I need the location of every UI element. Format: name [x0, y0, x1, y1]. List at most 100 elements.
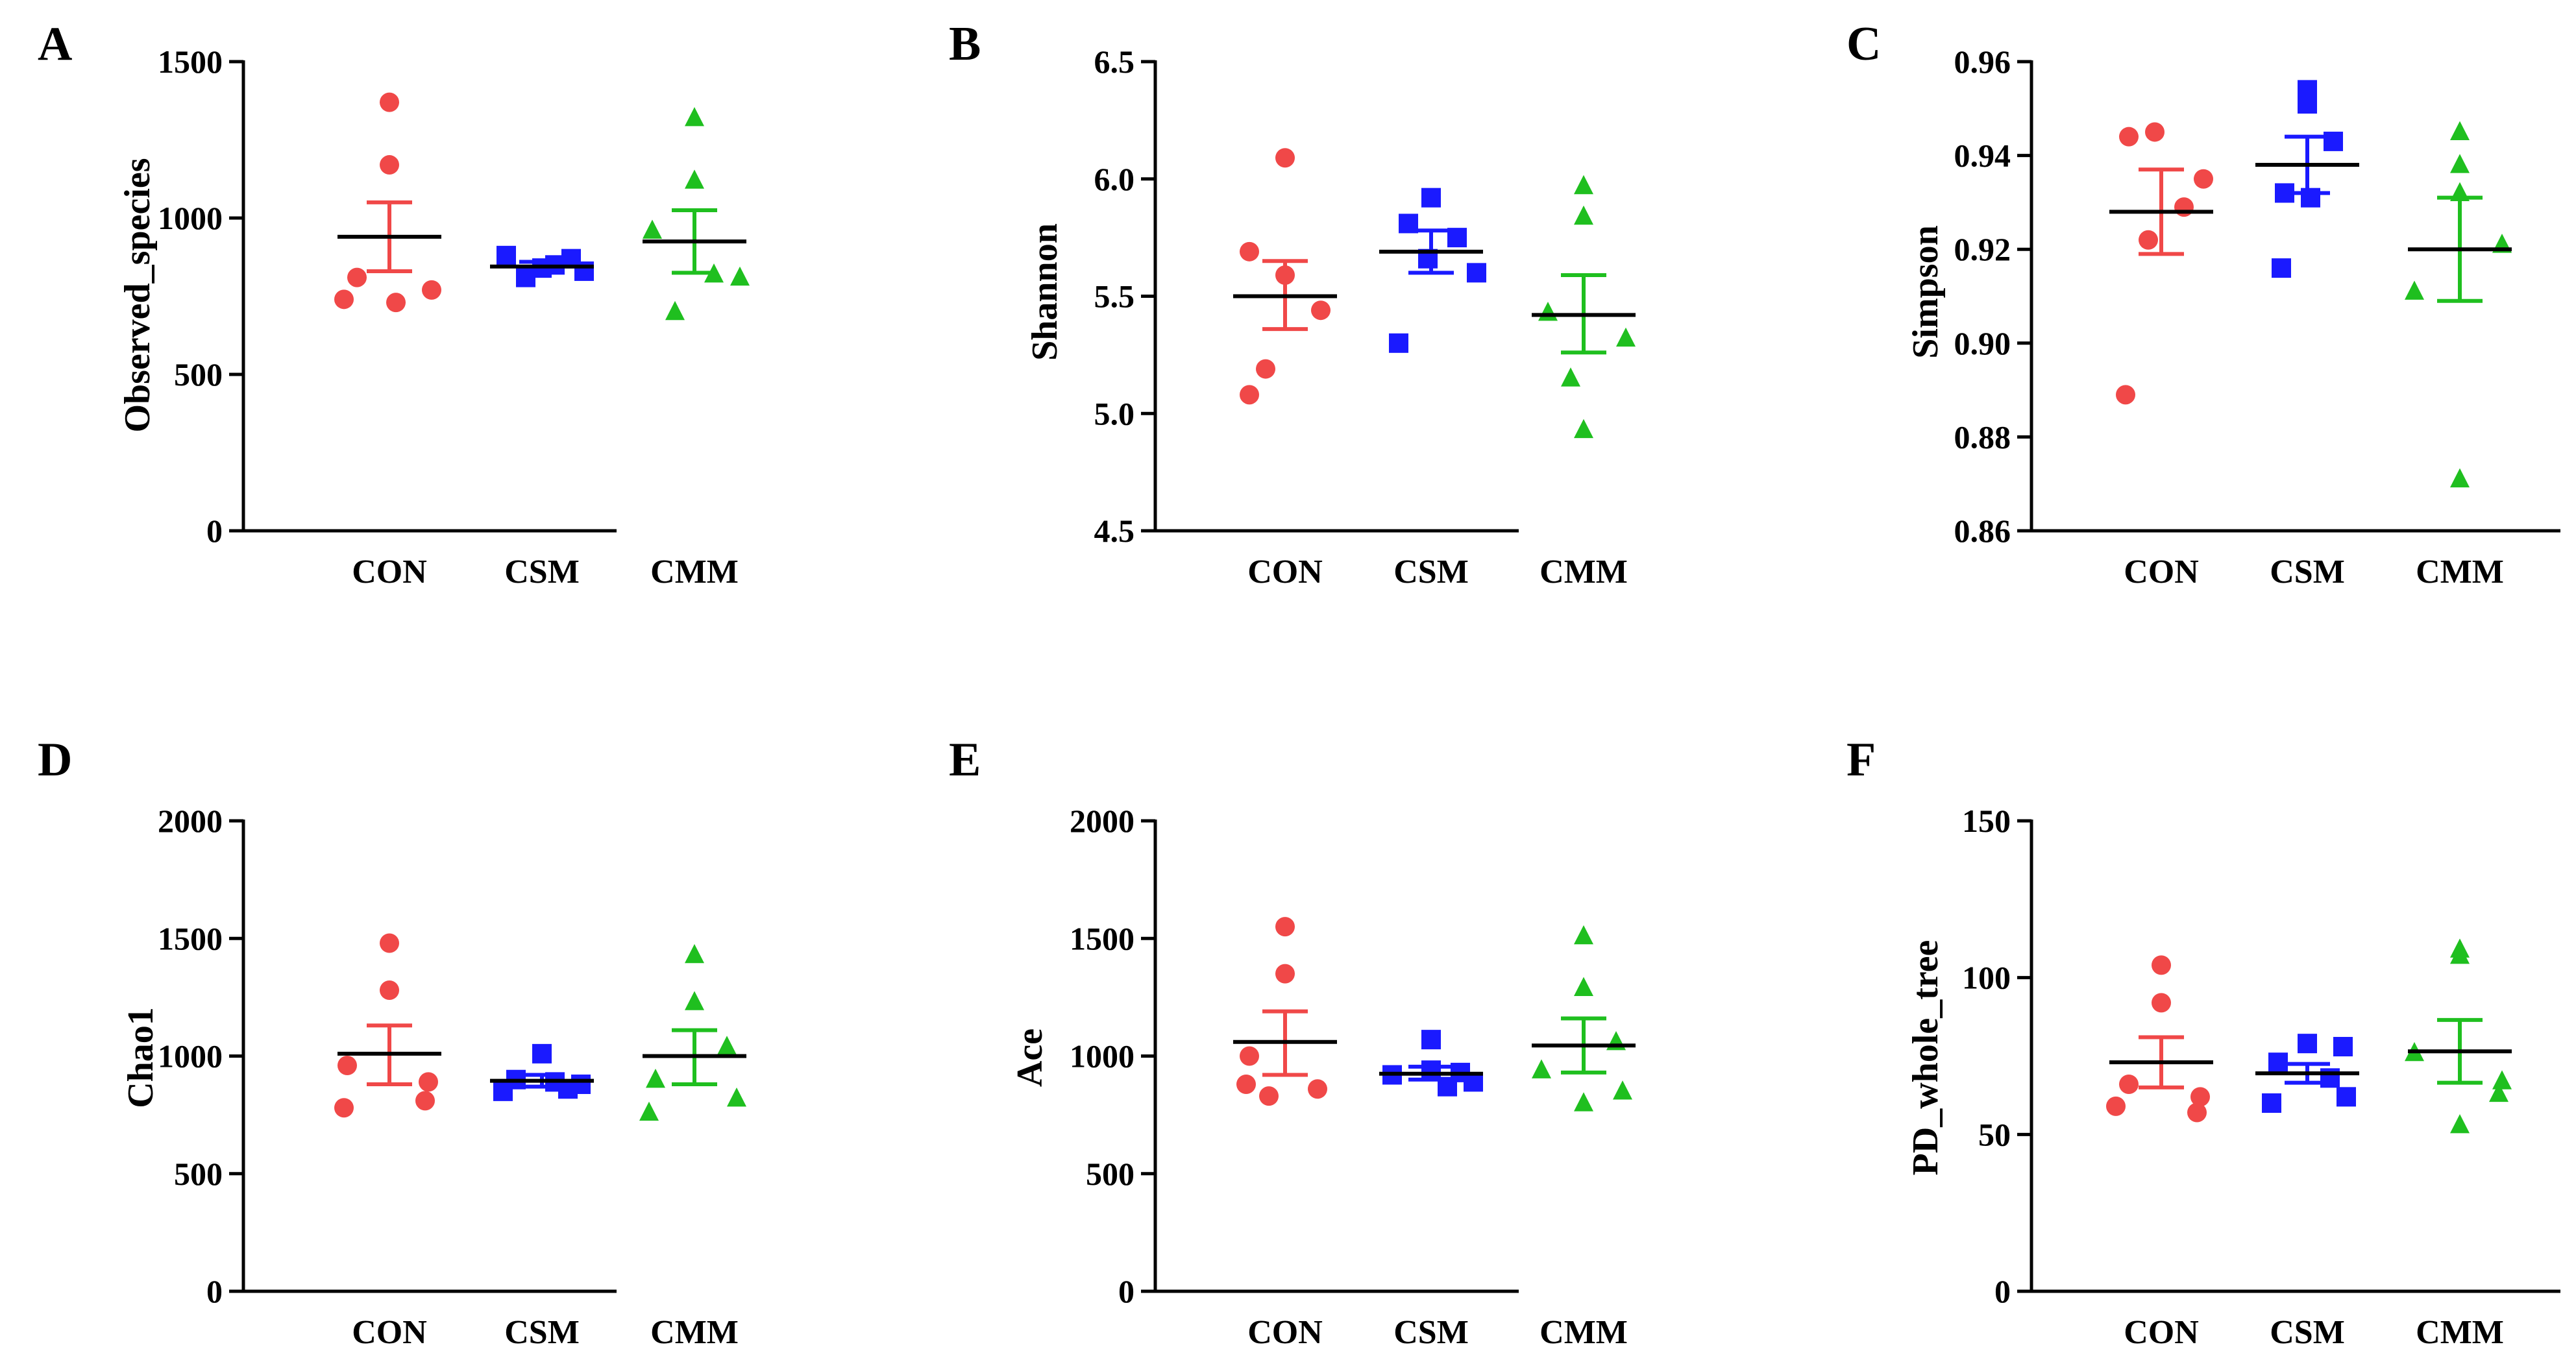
x-tick-label: CON: [352, 1314, 427, 1351]
data-point: [2145, 122, 2165, 142]
series-con: [334, 92, 441, 313]
x-tick-label: CMM: [1539, 553, 1628, 590]
x-tick-label: CON: [352, 553, 427, 590]
data-point: [1389, 333, 1408, 353]
data-point: [2262, 1093, 2281, 1113]
data-point: [1240, 1046, 1259, 1066]
data-point: [1275, 964, 1295, 984]
data-point: [422, 280, 441, 300]
y-axis-title: PD_whole_tree: [1906, 940, 1946, 1176]
data-point: [2320, 1068, 2340, 1088]
x-tick-label: CSM: [1393, 1314, 1469, 1351]
data-point: [646, 1068, 665, 1088]
y-tick-label: 1500: [158, 43, 223, 80]
panel-F: F PD_whole_tree 0 50 100 150 CON CSM CMM: [1846, 733, 2560, 1351]
data-point: [643, 219, 662, 239]
x-tick-label: CMM: [650, 553, 739, 590]
data-point: [415, 1091, 435, 1111]
x-tick-label: CON: [1247, 1314, 1323, 1351]
data-point: [2152, 993, 2171, 1013]
data-point: [1275, 265, 1295, 285]
series-csm: [1379, 1030, 1483, 1097]
data-point: [1447, 228, 1467, 248]
series-csm: [490, 1043, 594, 1101]
series-cmm: [643, 106, 750, 321]
x-tick-label: CSM: [1393, 553, 1469, 590]
y-tick-label: 0.90: [1954, 325, 2011, 361]
data-point: [685, 991, 704, 1010]
data-point: [419, 1072, 438, 1092]
series-con: [2109, 122, 2213, 405]
x-tick-label: CSM: [504, 553, 580, 590]
x-tick-label: CSM: [504, 1314, 580, 1351]
data-point: [1308, 1079, 1327, 1099]
y-tick-label: 0.88: [1954, 419, 2011, 455]
y-tick-label: 50: [1978, 1116, 2011, 1152]
data-point: [2301, 188, 2320, 208]
y-tick-label: 4.5: [1094, 513, 1135, 549]
series-csm: [490, 245, 594, 287]
series-con: [1233, 917, 1337, 1106]
data-point: [1421, 1060, 1441, 1080]
series-con: [334, 933, 441, 1118]
data-point: [1311, 300, 1331, 321]
y-tick-label: 0.92: [1954, 231, 2011, 267]
data-point: [334, 289, 354, 310]
y-tick-label: 100: [1962, 960, 2011, 996]
data-point: [1574, 1092, 1593, 1112]
data-point: [2450, 468, 2470, 488]
panel-letter: A: [38, 18, 72, 71]
x-tick-label: CMM: [1539, 1314, 1628, 1351]
data-point: [2275, 183, 2294, 203]
data-point: [532, 1043, 552, 1064]
data-point: [2450, 154, 2470, 173]
series-cmm: [1532, 925, 1636, 1112]
y-axis-title: Observed_species: [117, 158, 158, 432]
data-point: [497, 245, 516, 265]
data-point: [1240, 241, 1259, 261]
data-point: [1399, 213, 1418, 234]
data-point: [2119, 127, 2139, 147]
data-point: [574, 261, 594, 281]
data-point: [1240, 385, 1259, 405]
data-point: [2298, 94, 2317, 114]
data-point: [1574, 977, 1593, 996]
data-point: [2194, 169, 2213, 189]
data-point: [665, 300, 685, 321]
data-point: [2489, 1082, 2509, 1102]
panel-letter: F: [1846, 733, 1876, 786]
series-con: [1233, 148, 1337, 405]
data-point: [685, 106, 704, 127]
x-tick-label: CSM: [2270, 1314, 2345, 1351]
data-point: [1561, 367, 1580, 387]
series-csm: [2255, 80, 2359, 278]
data-point: [685, 943, 704, 964]
series-cmm: [2405, 938, 2512, 1134]
data-point: [380, 980, 399, 1000]
data-point: [2116, 385, 2135, 405]
data-point: [2272, 258, 2291, 278]
y-axis-title: Simpson: [1906, 225, 1946, 358]
y-axis-title: Chao1: [121, 1007, 161, 1108]
data-point: [704, 263, 724, 283]
y-tick-label: 5.0: [1094, 395, 1135, 432]
data-point: [2450, 1114, 2470, 1134]
data-point: [1616, 327, 1636, 347]
data-point: [1259, 1086, 1279, 1106]
data-point: [1574, 175, 1593, 195]
x-tick-label: CMM: [650, 1314, 739, 1351]
y-tick-label: 6.0: [1094, 161, 1135, 197]
panel-letter: B: [949, 18, 981, 71]
data-point: [1613, 1080, 1632, 1100]
data-point: [685, 169, 704, 189]
data-point: [2152, 955, 2171, 975]
panel-letter: D: [38, 733, 72, 786]
y-tick-label: 5.5: [1094, 278, 1135, 315]
data-point: [1275, 917, 1295, 937]
y-tick-label: 500: [1086, 1156, 1135, 1192]
data-point: [2450, 121, 2470, 141]
y-axis-title: Shannon: [1025, 223, 1065, 361]
x-tick-label: CON: [2124, 1314, 2199, 1351]
panel-D: D Chao1 0 500 1000 1500 2000 CON CSM CMM: [38, 733, 746, 1351]
data-point: [2187, 1102, 2207, 1123]
